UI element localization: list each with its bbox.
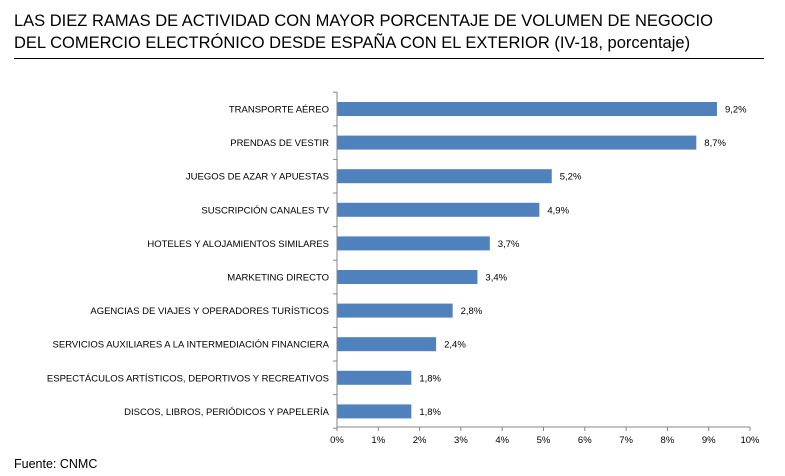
data-label: 8,7% (704, 138, 726, 149)
bar (337, 102, 717, 116)
data-label: 2,4% (444, 340, 466, 351)
x-tick-label: 2% (413, 435, 427, 446)
chart-title: LAS DIEZ RAMAS DE ACTIVIDAD CON MAYOR PO… (14, 10, 774, 54)
bar (337, 135, 697, 150)
data-label: 9,2% (725, 105, 747, 116)
x-tick-label: 4% (495, 435, 509, 446)
category-label: DISCOS, LIBROS, PERIÓDICOS Y PAPELERÍA (124, 407, 330, 418)
category-label: MARKETING DIRECTO (227, 273, 329, 284)
x-tick-label: 1% (371, 435, 385, 446)
data-label: 5,2% (560, 172, 582, 183)
x-tick-label: 7% (619, 435, 633, 446)
bar (337, 169, 552, 184)
x-axis: 0% 1% 2% 3% 4% 5% 6% 7% 8% 9% 10% (330, 91, 760, 446)
data-label: 2,8% (461, 306, 483, 317)
category-label: PRENDAS DE VESTIR (230, 138, 329, 149)
category-label: HOTELES Y ALOJAMIENTOS SIMILARES (147, 239, 329, 250)
bar (337, 337, 437, 352)
category-label: AGENCIAS DE VIAJES Y OPERADORES TURÍSTIC… (90, 306, 329, 317)
category-label: SERVICIOS AUXILIARES A LA INTERMEDIACIÓN… (53, 340, 330, 351)
chart-title-line-1: LAS DIEZ RAMAS DE ACTIVIDAD CON MAYOR PO… (14, 12, 713, 30)
data-label: 3,7% (498, 239, 520, 250)
bar (337, 404, 412, 419)
data-label: 4,9% (547, 205, 569, 216)
x-tick-label: 10% (740, 435, 760, 446)
data-label: 1,8% (419, 373, 441, 384)
category-label: JUEGOS DE AZAR Y APUESTAS (186, 172, 329, 183)
bar (337, 236, 490, 251)
x-tick-label: 8% (661, 435, 675, 446)
x-tick-label: 9% (702, 435, 716, 446)
bar-group: TRANSPORTE AÉREO 9,2% PRENDAS DE VESTIR 8,7… (47, 102, 747, 419)
category-label: TRANSPORTE AÉREO (229, 105, 329, 116)
bar (337, 270, 478, 284)
category-label: SUSCRIPCIÓN CANALES TV (201, 205, 329, 216)
title-divider (14, 58, 764, 59)
source-note: Fuente: CNMC (14, 457, 98, 471)
x-tick-label: 6% (578, 435, 592, 446)
category-label: ESPECTÁCULOS ARTÍSTICOS, DEPORTIVOS Y RE… (47, 373, 329, 384)
bar (337, 202, 540, 217)
bar (337, 303, 453, 318)
x-tick-label: 3% (454, 435, 468, 446)
data-label: 1,8% (419, 407, 441, 418)
bar (337, 370, 412, 385)
chart-title-line-2: DEL COMERCIO ELECTRÓNICO DESDE ESPAÑA CO… (14, 34, 691, 52)
data-label: 3,4% (485, 273, 507, 284)
x-tick-label: 0% (330, 435, 344, 446)
x-tick-label: 5% (537, 435, 551, 446)
